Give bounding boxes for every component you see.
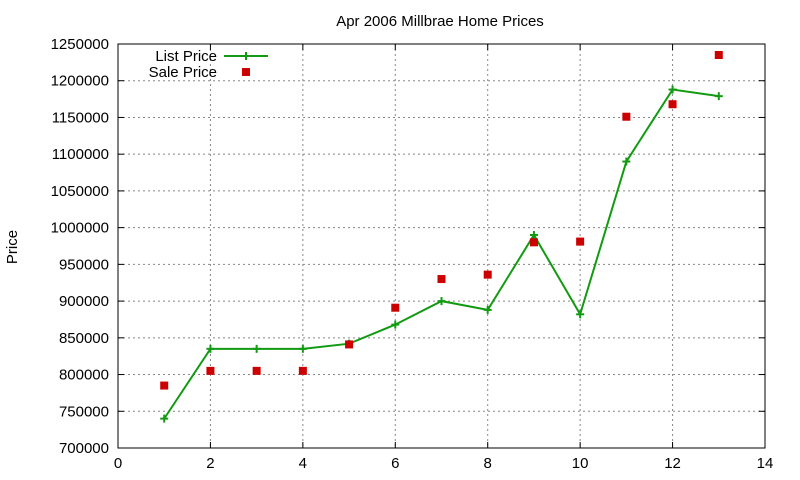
x-tick-label: 12	[664, 455, 681, 472]
data-point-sale-price	[160, 381, 169, 390]
series-line-list-price	[163, 88, 719, 420]
data-point-sale-price	[252, 366, 261, 375]
data-point-list-price	[298, 344, 307, 353]
data-point-list-price	[529, 230, 538, 239]
x-tick-label: 8	[484, 455, 492, 472]
data-point-sale-price	[437, 275, 446, 284]
data-point-sale-price	[206, 366, 215, 375]
legend-swatch-list-price	[224, 52, 268, 60]
data-point-sale-price	[391, 303, 400, 312]
y-tick-label: 1250000	[51, 36, 109, 53]
data-point-list-price	[252, 344, 261, 353]
x-tick-label: 10	[572, 455, 589, 472]
plot-frame	[117, 43, 766, 449]
y-tick-label: 1100000	[52, 146, 109, 163]
data-point-sale-price	[298, 366, 307, 375]
data-point-sale-price	[576, 237, 585, 246]
legend: List Price Sale Price	[149, 48, 268, 81]
data-point-list-price	[483, 305, 492, 314]
series-list-price	[160, 85, 723, 423]
legend-label-sale-price: Sale Price	[149, 64, 217, 81]
x-tick-label: 0	[114, 455, 122, 472]
grid-lines	[118, 44, 765, 448]
y-tick-label: 700000	[59, 440, 109, 457]
series-sale-price	[160, 51, 723, 390]
y-tick-label: 850000	[59, 330, 109, 347]
data-point-sale-price	[483, 270, 492, 279]
data-point-list-price	[668, 85, 677, 94]
y-tick-label: 1200000	[51, 73, 109, 90]
legend-item-sale-price: Sale Price	[149, 64, 250, 81]
y-tick-label: 750000	[59, 403, 109, 420]
series-layer	[160, 51, 723, 423]
x-tick-label: 4	[299, 455, 307, 472]
legend-item-list-price: List Price	[155, 48, 268, 65]
y-tick-label: 1150000	[52, 109, 109, 126]
data-point-sale-price	[345, 340, 354, 349]
y-tick-label: 900000	[59, 293, 109, 310]
data-point-list-price	[576, 310, 585, 319]
y-axis-label: Price	[4, 230, 21, 264]
y-tick-label: 1050000	[51, 183, 109, 200]
data-point-sale-price	[714, 51, 723, 60]
data-point-sale-price	[529, 238, 538, 247]
axes: 0 2 4 6 8 10 12 14 700000 750000 800000 850000 90000…	[51, 36, 774, 472]
legend-marker-list-price	[242, 52, 250, 60]
x-tick-label: 6	[391, 455, 399, 472]
x-tick-label: 2	[206, 455, 214, 472]
y-tick-label: 950000	[59, 256, 109, 273]
legend-swatch-sale-price	[242, 68, 250, 76]
x-tick-label: 14	[757, 455, 774, 472]
y-tick-label: 1000000	[51, 220, 109, 237]
chart-title: Apr 2006 Millbrae Home Prices	[336, 13, 544, 30]
data-point-list-price	[160, 414, 169, 423]
data-point-sale-price	[622, 112, 631, 121]
data-point-list-price	[622, 157, 631, 166]
data-point-list-price	[391, 320, 400, 329]
data-point-list-price	[714, 92, 723, 101]
legend-label-list-price: List Price	[155, 48, 217, 65]
data-point-list-price	[437, 297, 446, 306]
data-point-list-price	[206, 344, 215, 353]
y-tick-label: 800000	[59, 367, 109, 384]
legend-marker-sale-price	[242, 68, 250, 76]
data-point-sale-price	[668, 100, 677, 109]
